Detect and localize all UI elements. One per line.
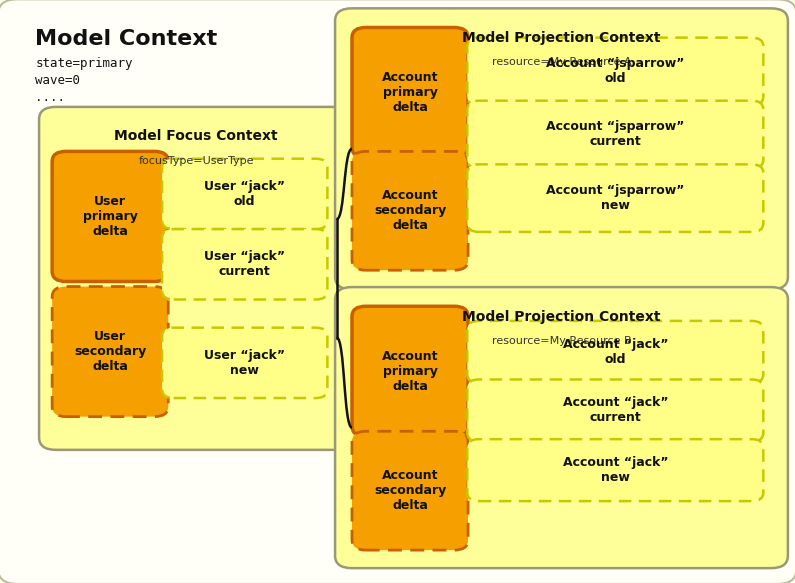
Text: Account
secondary
delta: Account secondary delta — [374, 469, 446, 512]
Text: resource=My Resource A: resource=My Resource A — [491, 57, 631, 68]
Text: Account “jack”
old: Account “jack” old — [563, 338, 668, 366]
FancyBboxPatch shape — [352, 306, 468, 436]
Text: User
primary
delta: User primary delta — [83, 195, 138, 238]
FancyBboxPatch shape — [467, 101, 763, 168]
Text: Account “jsparrow”
current: Account “jsparrow” current — [546, 121, 684, 149]
Text: state=primary: state=primary — [35, 57, 133, 71]
FancyBboxPatch shape — [467, 38, 763, 105]
Text: Account
primary
delta: Account primary delta — [382, 350, 438, 393]
FancyBboxPatch shape — [162, 328, 328, 398]
FancyBboxPatch shape — [52, 152, 169, 282]
Text: User “jack”
current: User “jack” current — [204, 250, 285, 278]
Text: Account “jack”
current: Account “jack” current — [563, 396, 668, 424]
Text: Model Focus Context: Model Focus Context — [114, 129, 278, 143]
Text: Model Projection Context: Model Projection Context — [462, 31, 661, 45]
Text: User
secondary
delta: User secondary delta — [74, 330, 146, 373]
Text: Account “jsparrow”
new: Account “jsparrow” new — [546, 184, 684, 212]
Text: Account
primary
delta: Account primary delta — [382, 71, 438, 114]
Text: resource=My Resource B: resource=My Resource B — [491, 336, 631, 346]
Text: User “jack”
new: User “jack” new — [204, 349, 285, 377]
Text: focusType=UserType: focusType=UserType — [138, 156, 254, 166]
FancyBboxPatch shape — [39, 107, 354, 450]
FancyBboxPatch shape — [467, 164, 763, 232]
Text: User “jack”
old: User “jack” old — [204, 180, 285, 208]
Text: Account
secondary
delta: Account secondary delta — [374, 189, 446, 232]
FancyBboxPatch shape — [162, 159, 328, 229]
Text: ....: .... — [35, 91, 65, 104]
FancyBboxPatch shape — [352, 27, 468, 157]
FancyBboxPatch shape — [162, 229, 328, 300]
Text: wave=0: wave=0 — [35, 74, 80, 87]
Text: Model Context: Model Context — [35, 29, 218, 49]
Text: Account “jsparrow”
old: Account “jsparrow” old — [546, 57, 684, 86]
FancyBboxPatch shape — [352, 152, 468, 270]
FancyBboxPatch shape — [352, 431, 468, 550]
FancyBboxPatch shape — [52, 287, 169, 417]
FancyBboxPatch shape — [467, 439, 763, 501]
FancyBboxPatch shape — [335, 8, 788, 289]
FancyBboxPatch shape — [467, 380, 763, 441]
Text: Account “jack”
new: Account “jack” new — [563, 456, 668, 484]
FancyBboxPatch shape — [335, 287, 788, 568]
Text: Model Projection Context: Model Projection Context — [462, 310, 661, 324]
FancyBboxPatch shape — [467, 321, 763, 383]
